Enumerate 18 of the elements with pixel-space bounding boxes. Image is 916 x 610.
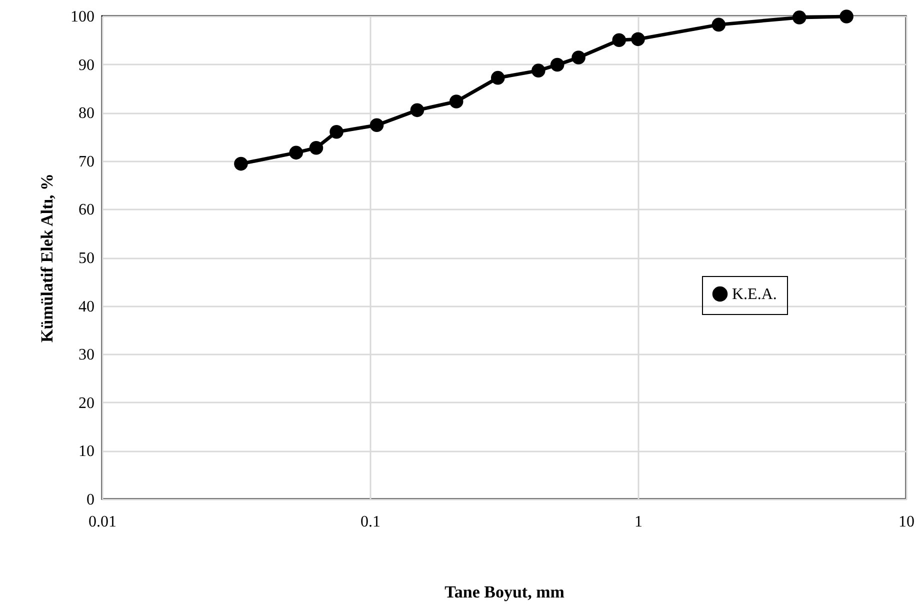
x-tick-label: 0.1 xyxy=(360,514,380,530)
y-tick-label: 30 xyxy=(78,346,94,364)
y-tick-label: 70 xyxy=(78,153,94,170)
y-tick-label: 90 xyxy=(78,56,94,74)
y-axis-title: Kümülatif Elek Altı, % xyxy=(38,173,56,343)
x-tick-label: 0.01 xyxy=(88,514,116,530)
y-tick-label: 80 xyxy=(78,105,94,122)
y-tick-label: 50 xyxy=(78,250,94,267)
y-tick-label: 20 xyxy=(78,394,94,412)
x-tick-label: 1 xyxy=(634,514,642,530)
y-tick-label: 60 xyxy=(78,202,94,219)
y-tick-label: 100 xyxy=(70,8,94,26)
x-tick-label: 10 xyxy=(898,514,914,530)
x-axis-title: Tane Boyut, mm xyxy=(444,582,564,602)
y-tick-label: 10 xyxy=(78,443,94,460)
y-tick-label: 40 xyxy=(78,298,94,316)
legend-label: K.E.A. xyxy=(732,286,777,303)
y-tick-label: 0 xyxy=(86,492,94,508)
